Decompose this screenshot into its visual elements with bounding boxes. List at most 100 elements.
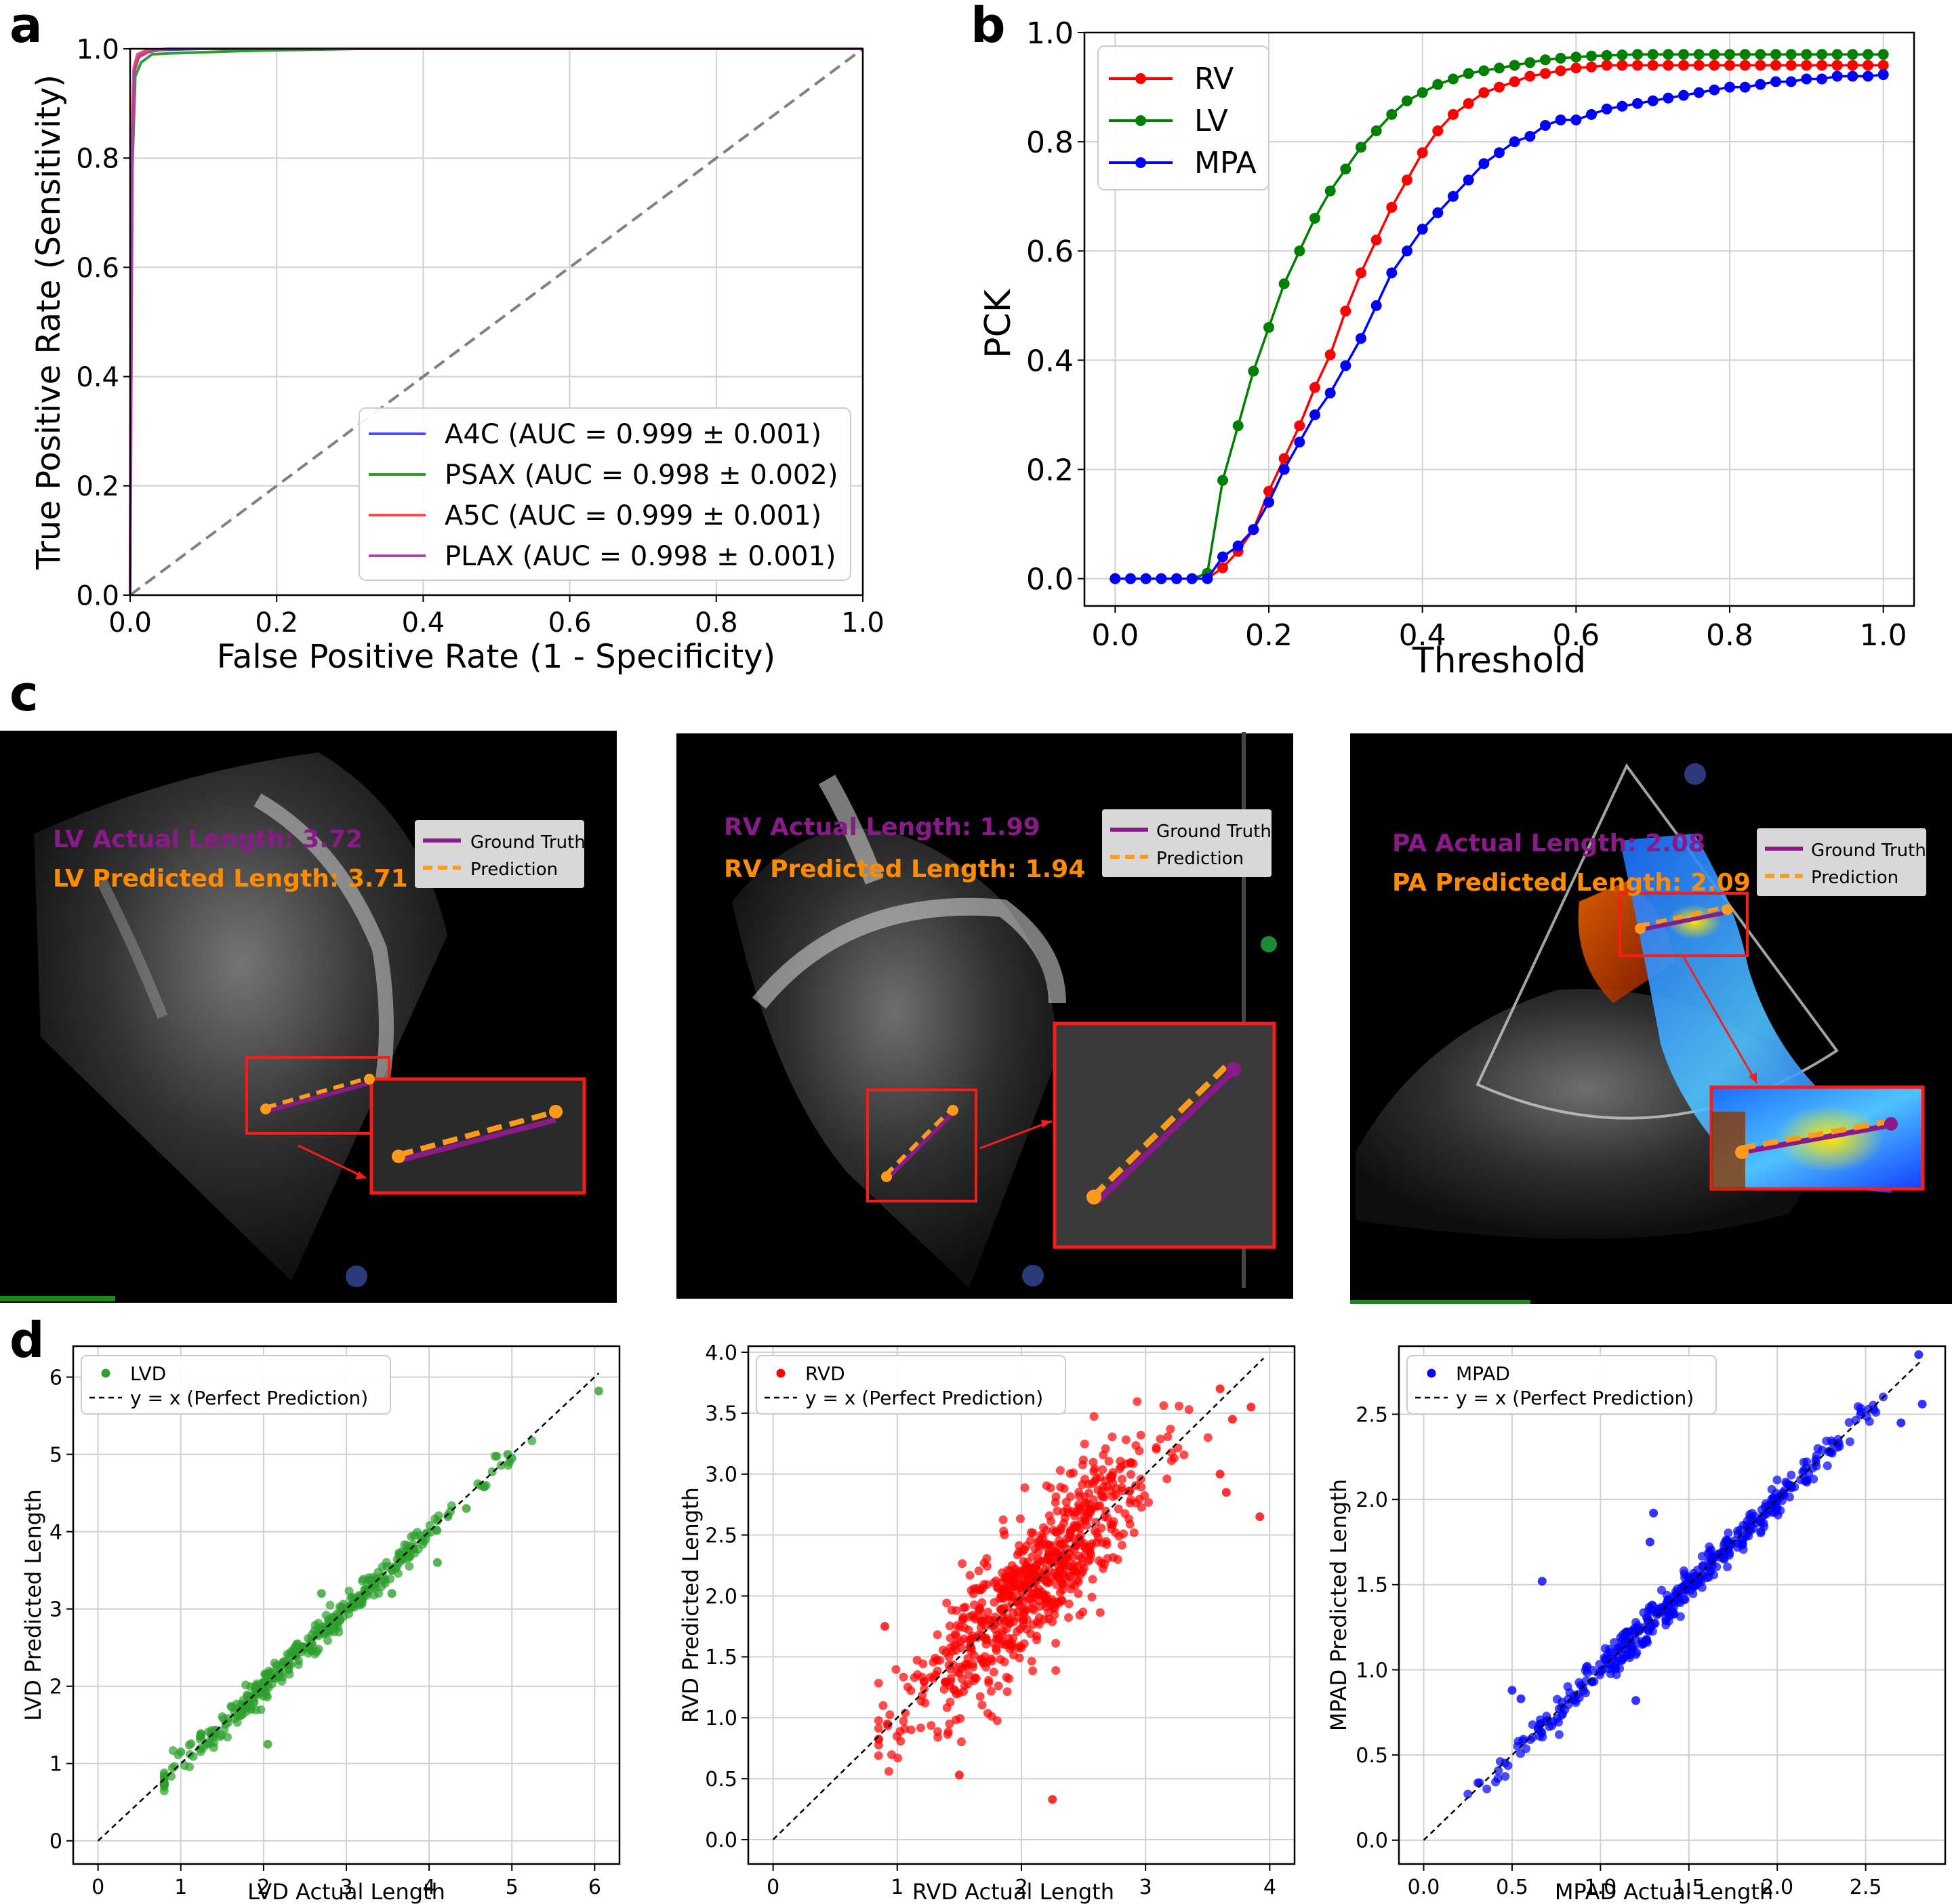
pck-point-LV — [1847, 49, 1858, 60]
mpad-point — [1588, 1665, 1598, 1675]
mpad-ticks: 0.0 0.5 1.0 1.5 2.0 2.5 0.0 0.5 1.0 1.5 2.0 2.5 — [1356, 1403, 1882, 1899]
rvd-point — [1093, 1533, 1103, 1543]
rvd-point — [1026, 1629, 1036, 1638]
pck-point-RV — [1755, 60, 1766, 71]
pck-point-LV — [1217, 474, 1228, 486]
pck-point-LV — [1647, 49, 1659, 60]
rvd-point — [958, 1613, 968, 1622]
rvd-point — [1002, 1687, 1012, 1697]
roc-diagonal-line — [129, 47, 864, 596]
rvd-point — [1095, 1608, 1105, 1617]
lvd-point — [505, 1457, 514, 1467]
lvd-points — [159, 1386, 603, 1796]
mpad-point — [1537, 1726, 1546, 1736]
rvd-point — [916, 1723, 925, 1733]
rvd-point — [1041, 1577, 1051, 1586]
mpad-point — [1720, 1538, 1730, 1547]
rvd-point — [1088, 1575, 1097, 1584]
pck-point-LV — [1478, 65, 1490, 77]
rvd-point — [1023, 1581, 1033, 1590]
echo-image-rv: RV Actual Length: 1.99 RV Predicted Leng… — [676, 732, 1293, 1299]
pa-legend-prediction: Prediction — [1811, 868, 1898, 888]
rvd-point — [941, 1677, 950, 1686]
rvd-point — [1203, 1433, 1213, 1442]
pck-point-RV — [1816, 60, 1827, 71]
pck-point-LV — [1340, 163, 1351, 175]
rvd-point — [1101, 1444, 1110, 1453]
rvd-point — [906, 1686, 916, 1695]
mpad-point — [1799, 1457, 1808, 1467]
lv-predicted-length: LV Predicted Length: 3.71 — [53, 865, 408, 893]
rvd-point — [916, 1697, 926, 1706]
mpad-point — [1871, 1408, 1881, 1417]
rvd-point — [1184, 1405, 1194, 1415]
mpad-point — [1482, 1784, 1492, 1794]
rvd-point — [1020, 1545, 1030, 1554]
pck-x-tick-label: 0.2 — [1245, 618, 1293, 653]
pa-actual-length: PA Actual Length: 2.08 — [1392, 830, 1705, 857]
lvd-point — [492, 1451, 502, 1461]
rvd-point — [1116, 1462, 1126, 1472]
mpad-point — [1632, 1648, 1642, 1657]
mpad-point — [1463, 1789, 1473, 1799]
rvd-point — [1019, 1639, 1029, 1648]
pck-point-LV — [1831, 49, 1843, 60]
pck-legend-marker — [1135, 115, 1146, 126]
mpad-y-axis-label: MPAD Predicted Length — [1326, 1479, 1351, 1731]
lvd-point — [199, 1743, 208, 1753]
pck-point-MPA — [1370, 300, 1382, 311]
roc-legend-label: A5C (AUC = 0.999 ± 0.001) — [445, 500, 821, 531]
rvd-point — [1078, 1567, 1087, 1577]
mpad-point — [1845, 1437, 1854, 1446]
pck-point-MPA — [1755, 79, 1766, 90]
lvd-point — [185, 1762, 195, 1772]
pck-legend-marker — [1135, 73, 1146, 84]
rvd-point — [1082, 1520, 1091, 1530]
mpad-point — [1639, 1638, 1648, 1648]
pck-point-RV — [1739, 60, 1751, 71]
rvd-y-tick-label: 4.0 — [705, 1341, 737, 1365]
pck-chart: 0.0 0.2 0.4 0.6 0.8 1.0 0.0 0.2 0.4 0.6 0.8 1.0 Thr… — [978, 16, 1915, 681]
rvd-point — [1227, 1415, 1237, 1424]
roc-legend-label: PLAX (AUC = 0.998 ± 0.001) — [445, 541, 836, 572]
mpad-point — [1864, 1404, 1873, 1414]
mpad-point — [1723, 1562, 1732, 1572]
rvd-x-tick-label: 1 — [891, 1876, 903, 1899]
rvd-point — [1080, 1498, 1090, 1507]
rv-actual-length: RV Actual Length: 1.99 — [724, 813, 1040, 841]
rvd-point — [891, 1665, 901, 1674]
rvd-point — [1098, 1465, 1107, 1474]
roc-y-tick-label: 0.4 — [76, 362, 119, 393]
pck-point-RV — [1370, 235, 1382, 246]
rvd-point — [975, 1692, 985, 1701]
mpad-x-axis-label: MPAD Actual Length — [1555, 1879, 1773, 1904]
mpad-point — [1747, 1508, 1757, 1518]
pck-point-LV — [1294, 245, 1305, 257]
rv-legend-prediction: Prediction — [1156, 849, 1244, 869]
mpad-point — [1574, 1693, 1584, 1703]
mpad-point — [1598, 1665, 1607, 1674]
mpad-point — [1581, 1676, 1591, 1686]
rvd-y-tick-label: 3.5 — [705, 1402, 737, 1426]
lvd-point — [369, 1573, 378, 1582]
pck-point-RV — [1724, 60, 1735, 71]
pck-point-LV — [1816, 49, 1827, 60]
rvd-point — [1000, 1657, 1009, 1667]
rvd-y-tick-label: 3.0 — [705, 1463, 737, 1487]
roc-x-tick-label: 0.8 — [695, 607, 738, 639]
pck-point-RV — [1509, 76, 1520, 87]
rvd-point — [947, 1605, 956, 1615]
rvd-point — [874, 1724, 883, 1733]
rvd-point — [956, 1636, 965, 1646]
mpad-point — [1663, 1608, 1672, 1617]
mpad-point — [1519, 1735, 1528, 1744]
rvd-point — [1082, 1510, 1092, 1519]
pck-point-LV — [1324, 185, 1336, 197]
lvd-point — [392, 1555, 402, 1564]
pck-point-LV — [1693, 49, 1705, 60]
pa-predicted-length: PA Predicted Length: 2.09 — [1392, 869, 1751, 897]
lvd-point — [323, 1636, 333, 1645]
rvd-point — [933, 1666, 942, 1676]
